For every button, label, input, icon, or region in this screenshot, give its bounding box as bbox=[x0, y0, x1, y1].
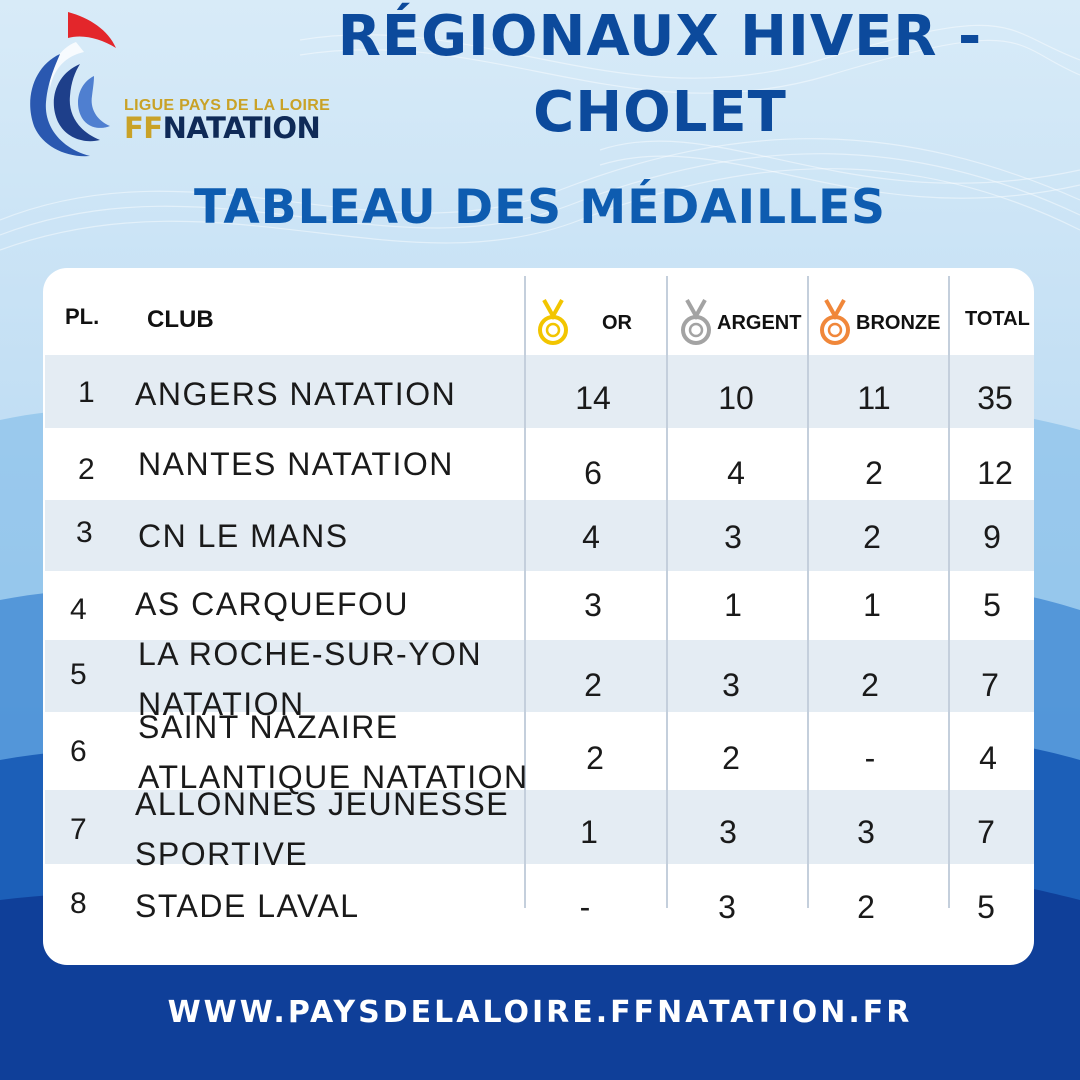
logo-ff-text: FF bbox=[124, 111, 163, 145]
row-silver: 3 bbox=[724, 519, 742, 555]
row-silver: 1 bbox=[724, 587, 742, 623]
row-shade bbox=[45, 790, 1034, 864]
header-gold: OR bbox=[602, 312, 632, 334]
column-divider bbox=[666, 276, 668, 908]
row-club: SAINT NAZAIRE ATLANTIQUE NATATION bbox=[138, 702, 529, 802]
row-gold: 6 bbox=[584, 455, 602, 491]
row-club: ALLONNES JEUNESSE SPORTIVE bbox=[135, 779, 509, 879]
club-name-line2: SPORTIVE bbox=[135, 836, 309, 872]
row-bronze: 2 bbox=[863, 519, 881, 555]
bronze-medal-icon bbox=[820, 299, 850, 345]
page-title-line2: CHOLET bbox=[533, 80, 787, 145]
row-bronze: 2 bbox=[861, 667, 879, 703]
row-bronze: 1 bbox=[863, 587, 881, 623]
club-name-line1: STADE LAVAL bbox=[135, 888, 360, 924]
row-silver: 3 bbox=[722, 667, 740, 703]
row-place: 8 bbox=[70, 887, 87, 920]
row-place: 3 bbox=[76, 516, 93, 549]
row-gold: 4 bbox=[582, 519, 600, 555]
row-gold: 2 bbox=[584, 667, 602, 703]
row-shade bbox=[45, 500, 1034, 571]
row-club: STADE LAVAL bbox=[135, 881, 360, 931]
row-place: 4 bbox=[70, 593, 87, 626]
club-name-line1: ANGERS NATATION bbox=[135, 376, 457, 412]
row-club: ANGERS NATATION bbox=[135, 369, 456, 419]
medal-table: PL. CLUB OR ARGENT BRONZE TOTAL 1 ANGERS… bbox=[43, 268, 1034, 965]
club-name-line2: ATLANTIQUE NATATION bbox=[138, 759, 529, 795]
row-silver: 10 bbox=[718, 380, 754, 416]
row-total: 4 bbox=[979, 740, 997, 776]
column-divider bbox=[524, 276, 526, 908]
header-silver: ARGENT bbox=[717, 312, 802, 334]
row-total: 5 bbox=[977, 889, 995, 925]
row-place: 5 bbox=[70, 658, 87, 691]
row-gold: - bbox=[579, 889, 591, 925]
club-name-line1: LA ROCHE-SUR-YON bbox=[138, 636, 483, 672]
row-gold: 14 bbox=[575, 380, 611, 416]
row-total: 7 bbox=[977, 814, 995, 850]
page-title-line1: RÉGIONAUX HIVER - bbox=[337, 4, 983, 69]
row-silver: 4 bbox=[727, 455, 745, 491]
row-gold: 3 bbox=[584, 587, 602, 623]
row-total: 12 bbox=[977, 455, 1013, 491]
column-divider bbox=[948, 276, 950, 908]
row-club: AS CARQUEFOU bbox=[135, 579, 409, 629]
row-bronze: - bbox=[864, 740, 876, 776]
row-silver: 3 bbox=[719, 814, 737, 850]
row-shade bbox=[45, 355, 1034, 428]
club-name-line2: NATATION bbox=[138, 686, 305, 722]
row-total: 9 bbox=[983, 519, 1001, 555]
row-gold: 1 bbox=[580, 814, 598, 850]
row-bronze: 3 bbox=[857, 814, 875, 850]
club-name-line1: SAINT NAZAIRE bbox=[138, 709, 399, 745]
header-club: CLUB bbox=[147, 306, 214, 333]
page-subtitle: TABLEAU DES MÉDAILLES bbox=[193, 180, 887, 235]
row-gold: 2 bbox=[586, 740, 604, 776]
header-place: PL. bbox=[65, 304, 100, 329]
row-silver: 3 bbox=[718, 889, 736, 925]
row-total: 35 bbox=[977, 380, 1013, 416]
ffn-logo: LIGUE PAYS DE LA LOIRE FFNATATION bbox=[20, 8, 370, 163]
row-bronze: 2 bbox=[865, 455, 883, 491]
rooster-logo-icon bbox=[30, 12, 116, 157]
club-name-line1: AS CARQUEFOU bbox=[135, 586, 410, 622]
row-place: 6 bbox=[70, 735, 87, 768]
silver-medal-icon bbox=[681, 299, 711, 345]
website-url: WWW.PAYSDELALOIRE.FFNATATION.FR bbox=[167, 995, 913, 1030]
logo-natation-text: NATATION bbox=[162, 111, 321, 145]
club-name-line1: ALLONNES JEUNESSE bbox=[135, 786, 510, 822]
club-name-line1: CN LE MANS bbox=[138, 518, 349, 554]
row-shade bbox=[45, 640, 1034, 712]
gold-medal-icon bbox=[538, 299, 568, 345]
header-bronze: BRONZE bbox=[856, 312, 941, 334]
header-total: TOTAL bbox=[965, 308, 1030, 330]
row-silver: 2 bbox=[722, 740, 740, 776]
logo-ffnatation-text: FFNATATION bbox=[124, 111, 321, 145]
row-bronze: 11 bbox=[857, 380, 891, 416]
row-place: 1 bbox=[78, 376, 95, 409]
column-divider bbox=[807, 276, 809, 908]
logo-league-text: LIGUE PAYS DE LA LOIRE bbox=[124, 97, 331, 114]
row-total: 7 bbox=[981, 667, 999, 703]
club-name-line1: NANTES NATATION bbox=[138, 446, 454, 482]
row-club: CN LE MANS bbox=[138, 511, 349, 561]
row-total: 5 bbox=[983, 587, 1001, 623]
row-place: 2 bbox=[78, 453, 95, 486]
row-place: 7 bbox=[70, 813, 87, 846]
row-club: LA ROCHE-SUR-YON NATATION bbox=[138, 629, 482, 729]
row-club: NANTES NATATION bbox=[138, 439, 454, 489]
row-bronze: 2 bbox=[857, 889, 875, 925]
